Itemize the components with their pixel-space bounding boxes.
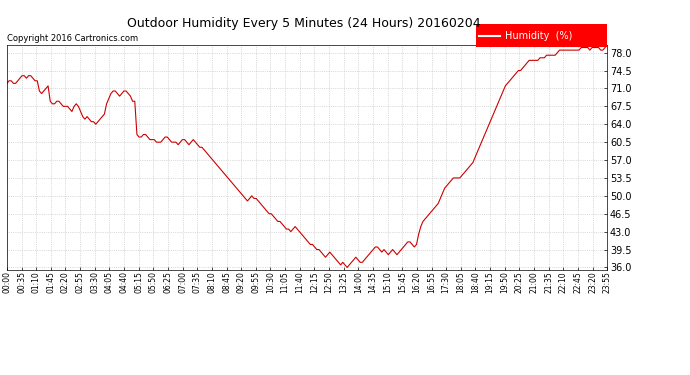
Text: Copyright 2016 Cartronics.com: Copyright 2016 Cartronics.com bbox=[7, 34, 138, 43]
Text: Outdoor Humidity Every 5 Minutes (24 Hours) 20160204: Outdoor Humidity Every 5 Minutes (24 Hou… bbox=[127, 17, 480, 30]
Text: Humidity  (%): Humidity (%) bbox=[505, 31, 572, 40]
